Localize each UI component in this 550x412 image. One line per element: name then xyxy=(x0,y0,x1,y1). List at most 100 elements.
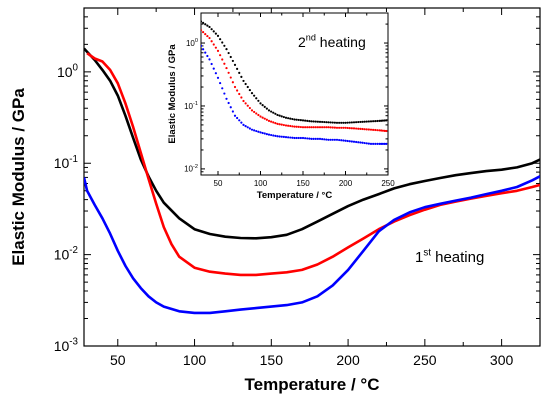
data-point xyxy=(291,136,294,139)
data-point xyxy=(344,126,347,129)
data-point xyxy=(287,124,290,127)
data-point xyxy=(289,117,292,120)
data-point xyxy=(299,119,302,122)
y-tick-label: 10-3 xyxy=(54,337,79,354)
data-point xyxy=(267,133,271,136)
data-point xyxy=(329,138,332,141)
data-point xyxy=(325,138,328,141)
data-point xyxy=(253,129,256,132)
data-point xyxy=(257,99,260,102)
data-point xyxy=(331,126,334,129)
data-point xyxy=(214,46,217,49)
data-point xyxy=(321,126,324,129)
plot-frame xyxy=(200,12,389,176)
data-point xyxy=(338,138,341,142)
data-point xyxy=(284,116,288,119)
data-point xyxy=(280,123,283,126)
data-point xyxy=(274,134,277,137)
data-point xyxy=(306,119,309,122)
data-point xyxy=(223,44,226,47)
data-point xyxy=(291,125,294,128)
data-point xyxy=(363,120,366,123)
data-point xyxy=(355,140,358,144)
y-tick-label: 10-1 xyxy=(54,154,78,171)
data-point xyxy=(359,127,362,130)
data-point xyxy=(318,137,322,140)
data-point xyxy=(223,62,226,65)
data-point xyxy=(383,119,386,122)
data-point xyxy=(208,36,211,40)
data-point xyxy=(240,121,243,124)
x-tick-label: 200 xyxy=(336,352,360,368)
data-point xyxy=(221,41,224,44)
data-point xyxy=(210,28,213,31)
data-point xyxy=(372,142,375,145)
data-point xyxy=(321,120,324,124)
data-point xyxy=(202,48,205,51)
data-point xyxy=(299,125,302,129)
data-point xyxy=(293,125,296,128)
data-point xyxy=(329,121,332,124)
data-point xyxy=(327,126,330,129)
data-point xyxy=(210,40,213,43)
data-point xyxy=(282,115,285,119)
data-point xyxy=(231,59,234,63)
data-point xyxy=(272,111,275,114)
data-point xyxy=(312,126,315,129)
data-point xyxy=(306,126,309,129)
data-point xyxy=(342,121,345,124)
data-point xyxy=(204,51,207,54)
data-point xyxy=(278,123,281,126)
data-point xyxy=(369,128,373,131)
data-point xyxy=(325,121,328,124)
data-point xyxy=(380,142,383,145)
data-point xyxy=(346,139,349,143)
data-point xyxy=(335,126,339,129)
data-point xyxy=(357,127,360,130)
data-point xyxy=(240,96,243,99)
data-point xyxy=(367,120,370,123)
y-tick-label: 10-2 xyxy=(184,164,198,174)
data-point xyxy=(221,58,224,61)
data-point xyxy=(257,113,260,117)
data-point xyxy=(246,104,249,107)
series-group xyxy=(201,20,388,145)
data-point xyxy=(316,120,319,123)
data-point xyxy=(227,71,230,74)
heating-annotation: 2nd heating xyxy=(298,33,366,50)
data-point xyxy=(383,142,386,145)
data-point xyxy=(367,128,370,131)
data-point xyxy=(231,81,234,84)
data-point xyxy=(267,119,271,122)
data-point xyxy=(308,126,311,129)
data-point xyxy=(219,54,222,57)
data-point xyxy=(259,131,262,134)
data-point xyxy=(333,138,336,141)
data-point xyxy=(233,85,237,89)
heating-annotation: 1st heating xyxy=(415,247,484,266)
data-point xyxy=(274,112,277,115)
data-point xyxy=(291,117,294,121)
data-point xyxy=(365,142,368,145)
data-point xyxy=(301,126,305,129)
x-tick-label: 250 xyxy=(381,179,395,188)
data-point xyxy=(314,126,317,129)
data-point xyxy=(227,101,230,105)
data-point xyxy=(216,76,220,79)
data-point xyxy=(385,119,388,122)
data-point xyxy=(244,82,247,86)
data-point xyxy=(342,139,345,142)
data-point xyxy=(270,133,273,137)
data-point xyxy=(284,136,288,139)
data-point xyxy=(276,135,279,138)
data-point xyxy=(374,128,377,132)
data-point xyxy=(267,109,271,112)
data-point xyxy=(287,117,290,120)
data-point xyxy=(376,142,379,145)
data-point xyxy=(289,136,292,139)
data-point xyxy=(216,34,220,37)
data-point xyxy=(274,121,277,125)
data-point xyxy=(355,127,358,130)
data-point xyxy=(348,140,351,143)
data-point xyxy=(233,63,237,66)
